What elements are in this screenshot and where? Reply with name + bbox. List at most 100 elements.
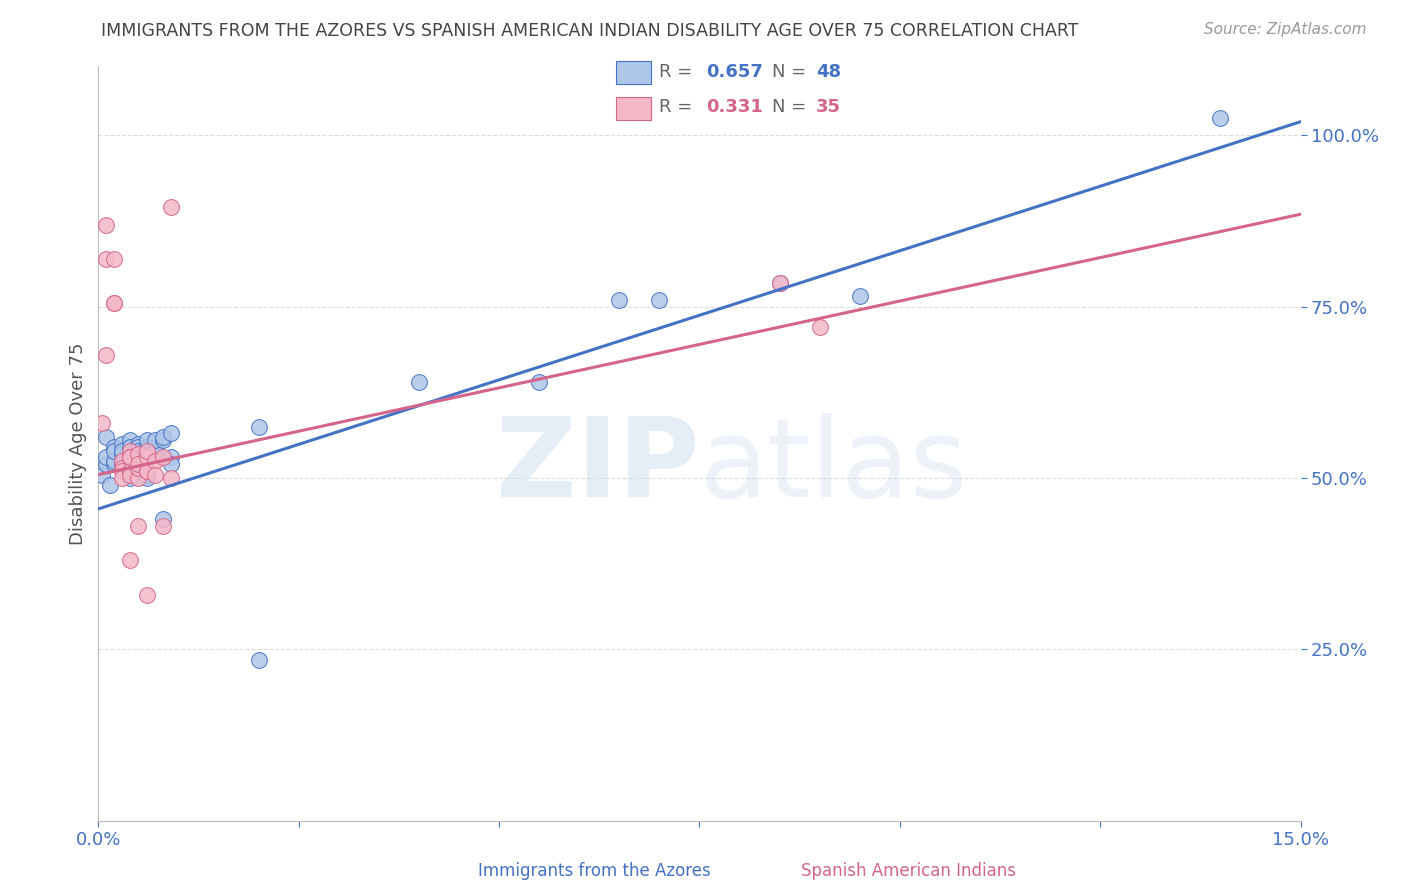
Point (111, 464, 134, 478)
Point (135, 447, 157, 461)
Point (247, 419, 270, 434)
Point (120, 464, 142, 478)
Point (128, 471, 150, 485)
Point (111, 471, 134, 485)
Text: 0.331: 0.331 (706, 98, 763, 116)
Point (111, 460, 134, 475)
Point (135, 588, 157, 602)
Point (128, 450, 150, 465)
Point (159, 200, 181, 214)
Point (159, 450, 181, 465)
Point (103, 252, 125, 266)
Text: Source: ZipAtlas.com: Source: ZipAtlas.com (1204, 22, 1367, 37)
Point (247, 652, 270, 666)
Point (152, 430, 174, 444)
Point (808, 320, 831, 334)
Point (135, 464, 157, 478)
Point (768, 276, 790, 290)
Point (96, 218, 118, 232)
Point (128, 458, 150, 472)
Point (159, 458, 181, 472)
Point (152, 512, 174, 526)
Point (529, 375, 551, 389)
Point (100, 478, 122, 492)
Text: R =: R = (659, 63, 699, 81)
Point (91, 467, 114, 482)
Point (120, 460, 142, 475)
Point (648, 293, 671, 307)
Point (111, 447, 134, 461)
Point (135, 471, 157, 485)
Point (1209, 112, 1232, 126)
Point (96, 430, 118, 444)
Point (135, 464, 157, 478)
Point (128, 460, 150, 475)
Point (135, 467, 157, 482)
Text: 35: 35 (815, 98, 841, 116)
Text: IMMIGRANTS FROM THE AZORES VS SPANISH AMERICAN INDIAN DISABILITY AGE OVER 75 COR: IMMIGRANTS FROM THE AZORES VS SPANISH AM… (101, 22, 1078, 40)
Text: R =: R = (659, 98, 699, 116)
Point (143, 443, 166, 458)
Point (408, 375, 430, 389)
Text: 48: 48 (815, 63, 841, 81)
Text: ZIP: ZIP (496, 413, 699, 520)
Point (103, 443, 125, 458)
Text: 0.657: 0.657 (706, 63, 763, 81)
FancyBboxPatch shape (616, 97, 651, 120)
Point (103, 296, 125, 310)
Point (135, 434, 157, 448)
Point (120, 471, 142, 485)
Point (96, 348, 118, 362)
Point (135, 443, 157, 458)
Point (159, 471, 181, 485)
Point (135, 450, 157, 465)
Text: N =: N = (772, 98, 811, 116)
Point (120, 464, 142, 478)
Point (120, 443, 142, 458)
Point (609, 293, 631, 307)
Point (111, 436, 134, 450)
Text: Spanish American Indians: Spanish American Indians (801, 862, 1017, 880)
Point (103, 454, 125, 468)
Text: atlas: atlas (699, 413, 967, 520)
Point (120, 450, 142, 465)
Point (849, 289, 872, 303)
Point (128, 440, 150, 454)
Point (120, 467, 142, 482)
Point (96, 458, 118, 472)
Point (128, 447, 150, 461)
Point (120, 553, 142, 567)
Point (768, 276, 790, 290)
Point (152, 519, 174, 533)
Point (120, 440, 142, 454)
FancyBboxPatch shape (616, 62, 651, 84)
Point (111, 443, 134, 458)
Point (111, 454, 134, 468)
Point (111, 458, 134, 472)
Point (159, 426, 181, 441)
Point (96, 252, 118, 266)
Point (143, 454, 166, 468)
Point (128, 458, 150, 472)
Point (143, 440, 166, 454)
Point (103, 440, 125, 454)
Point (128, 464, 150, 478)
Point (143, 434, 166, 448)
Point (120, 434, 142, 448)
Point (120, 450, 142, 465)
Point (135, 440, 157, 454)
Point (128, 443, 150, 458)
Point (135, 464, 157, 478)
Point (103, 296, 125, 310)
Point (96, 450, 118, 465)
Text: N =: N = (772, 63, 811, 81)
Point (91, 416, 114, 430)
Point (103, 458, 125, 472)
Point (128, 519, 150, 533)
Point (152, 434, 174, 448)
Point (120, 450, 142, 465)
Text: Immigrants from the Azores: Immigrants from the Azores (478, 862, 711, 880)
Point (152, 450, 174, 465)
Point (143, 467, 166, 482)
Y-axis label: Disability Age Over 75: Disability Age Over 75 (69, 343, 87, 545)
